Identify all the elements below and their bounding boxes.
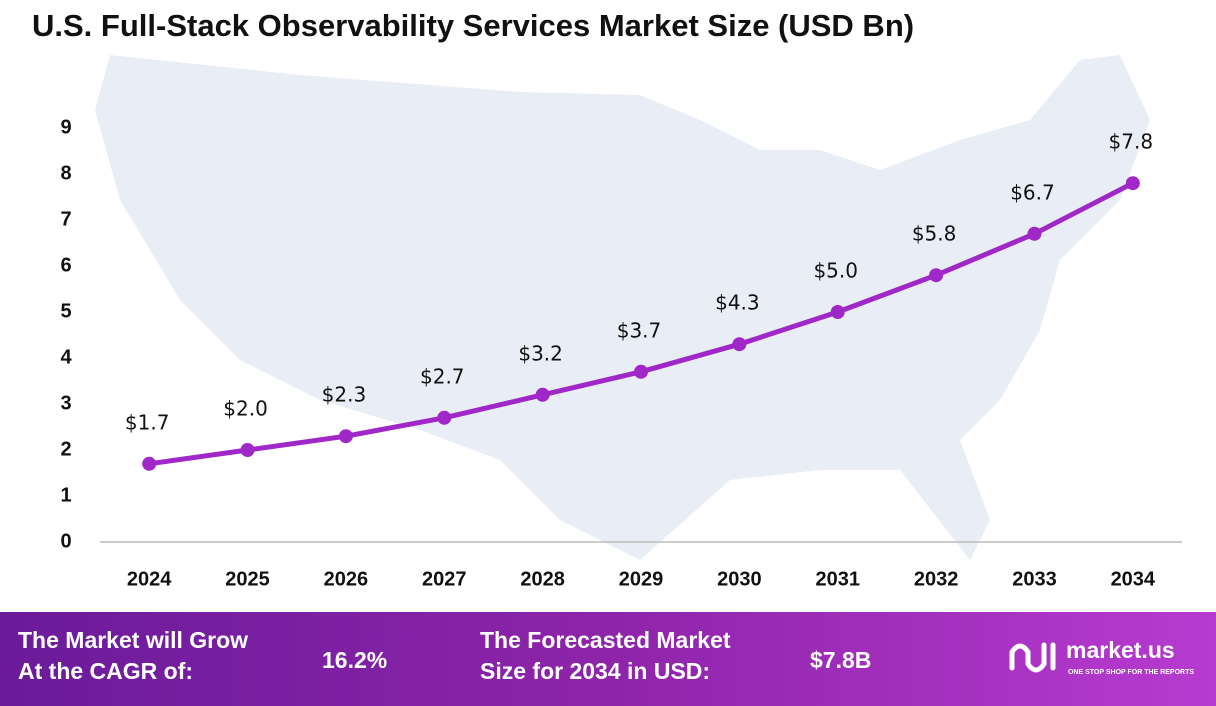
value-label: $2.7: [420, 364, 465, 388]
value-label: $3.7: [617, 318, 662, 342]
y-tick-label: 0: [60, 530, 71, 552]
x-tick-label: 2027: [422, 568, 467, 590]
data-point: [929, 268, 944, 283]
y-tick-label: 6: [60, 254, 71, 276]
y-tick-label: 7: [60, 208, 71, 230]
x-tick-label: 2029: [619, 568, 664, 590]
data-point: [1027, 226, 1042, 241]
y-tick-label: 8: [60, 162, 71, 184]
value-label: $5.0: [813, 259, 858, 283]
data-point: [634, 364, 648, 379]
x-tick-label: 2031: [815, 568, 860, 590]
value-label: $7.8: [1109, 130, 1154, 154]
data-point: [732, 337, 747, 352]
data-point: [1125, 176, 1140, 191]
value-label: $6.7: [1010, 180, 1055, 204]
y-tick-label: 3: [60, 392, 71, 414]
data-point: [437, 410, 452, 425]
value-label: $4.3: [715, 291, 760, 315]
x-tick-label: 2032: [914, 568, 959, 590]
x-tick-label: 2034: [1111, 568, 1156, 590]
forecast-value: $7.8B: [810, 647, 871, 673]
x-tick-label: 2028: [520, 568, 565, 590]
forecast-label: The Forecasted Market: [480, 627, 731, 653]
data-point: [830, 305, 845, 319]
logo-icon: [1009, 642, 1056, 673]
brand: market.us: [1066, 637, 1175, 663]
value-label: $3.2: [518, 341, 563, 365]
cagr-label: The Market will Grow: [18, 627, 248, 653]
chart-title: U.S. Full-Stack Observability Services M…: [32, 8, 914, 43]
y-tick-label: 5: [60, 300, 71, 322]
cagr-label: At the CAGR of:: [18, 658, 193, 684]
y-tick-label: 1: [60, 484, 71, 506]
value-label: $2.0: [223, 397, 268, 421]
x-tick-label: 2025: [225, 568, 270, 590]
y-tick-label: 9: [60, 116, 71, 138]
data-point: [338, 429, 353, 444]
x-tick-label: 2030: [717, 568, 762, 590]
y-tick-label: 2: [60, 438, 71, 460]
data-point: [142, 456, 157, 471]
forecast-label: Size for 2034 in USD:: [480, 658, 710, 684]
map-background: [95, 55, 1150, 560]
x-tick-label: 2033: [1012, 568, 1057, 590]
y-tick-label: 4: [60, 346, 72, 368]
value-label: $5.8: [912, 222, 957, 246]
plot: 0 1 2 3 4 5 6 7 8 9 2024 2025 2026 2027 2028 2029 2030 20…: [60, 116, 1155, 590]
x-tick-label: 2026: [324, 568, 369, 590]
tagline: ONE STOP SHOP FOR THE REPORTS: [1068, 669, 1194, 676]
data-point: [240, 443, 255, 457]
x-tick-label: 2024: [127, 568, 172, 590]
data-point: [535, 387, 550, 402]
value-label: $2.3: [322, 383, 367, 407]
value-label: $1.7: [125, 410, 170, 434]
cagr-value: 16.2%: [322, 647, 387, 673]
